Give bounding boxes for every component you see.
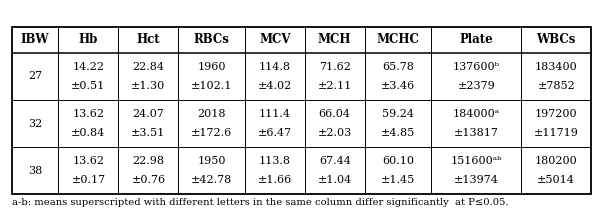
Text: ±7852: ±7852: [538, 81, 575, 91]
Text: Hb: Hb: [79, 33, 98, 46]
Text: ±3.46: ±3.46: [381, 81, 415, 91]
Text: 1960: 1960: [197, 62, 226, 72]
Text: ±6.47: ±6.47: [257, 128, 292, 138]
Text: 67.44: 67.44: [319, 156, 350, 166]
Text: MCHC: MCHC: [376, 33, 419, 46]
Text: 1950: 1950: [197, 156, 226, 166]
Text: ±0.84: ±0.84: [71, 128, 106, 138]
Text: 24.07: 24.07: [133, 109, 164, 119]
Text: ±42.78: ±42.78: [191, 175, 232, 185]
Text: 184000ᵃ: 184000ᵃ: [452, 109, 500, 119]
Text: ±1.45: ±1.45: [381, 175, 415, 185]
Text: 114.8: 114.8: [259, 62, 291, 72]
Text: MCV: MCV: [259, 33, 290, 46]
Text: ±1.04: ±1.04: [317, 175, 352, 185]
Text: ±13974: ±13974: [454, 175, 499, 185]
Text: ±2.03: ±2.03: [317, 128, 352, 138]
Text: 59.24: 59.24: [382, 109, 414, 119]
Text: 32: 32: [28, 118, 43, 129]
Bar: [12, 27, 591, 194]
Text: a-b: means superscripted with different letters in the same column differ signif: a-b: means superscripted with different …: [12, 198, 509, 207]
Text: 137600ᵇ: 137600ᵇ: [453, 62, 500, 72]
Text: 65.78: 65.78: [382, 62, 414, 72]
Text: ±2.11: ±2.11: [317, 81, 352, 91]
Text: MCH: MCH: [318, 33, 352, 46]
Text: 60.10: 60.10: [382, 156, 414, 166]
Text: 27: 27: [28, 71, 42, 81]
Text: 13.62: 13.62: [73, 156, 104, 166]
Text: 151600ᵃᵇ: 151600ᵃᵇ: [451, 156, 502, 166]
Text: ±4.85: ±4.85: [381, 128, 415, 138]
Text: ±0.51: ±0.51: [71, 81, 106, 91]
Text: ±0.17: ±0.17: [71, 175, 106, 185]
Text: 22.98: 22.98: [133, 156, 164, 166]
Text: 14.22: 14.22: [73, 62, 104, 72]
Text: ±3.51: ±3.51: [131, 128, 166, 138]
Text: 180200: 180200: [535, 156, 578, 166]
Text: ±4.02: ±4.02: [257, 81, 292, 91]
Text: 38: 38: [28, 166, 43, 176]
Text: 113.8: 113.8: [259, 156, 291, 166]
Text: ±0.76: ±0.76: [131, 175, 166, 185]
Text: Hct: Hct: [137, 33, 160, 46]
Text: RBCs: RBCs: [194, 33, 229, 46]
Text: ±172.6: ±172.6: [191, 128, 232, 138]
Text: ±102.1: ±102.1: [191, 81, 232, 91]
Text: ±1.30: ±1.30: [131, 81, 166, 91]
Text: 22.84: 22.84: [133, 62, 164, 72]
Text: WBCs: WBCs: [536, 33, 576, 46]
Text: ±1.66: ±1.66: [257, 175, 292, 185]
Text: 66.04: 66.04: [319, 109, 351, 119]
Text: IBW: IBW: [21, 33, 50, 46]
Text: 71.62: 71.62: [319, 62, 350, 72]
Text: ±11719: ±11719: [534, 128, 578, 138]
Text: 111.4: 111.4: [259, 109, 291, 119]
Text: Plate: Plate: [460, 33, 493, 46]
Text: 197200: 197200: [535, 109, 577, 119]
Text: 183400: 183400: [535, 62, 578, 72]
Text: ±2379: ±2379: [457, 81, 495, 91]
Text: 13.62: 13.62: [73, 109, 104, 119]
Text: ±13817: ±13817: [454, 128, 499, 138]
Text: ±5014: ±5014: [537, 175, 575, 185]
Text: 2018: 2018: [197, 109, 226, 119]
